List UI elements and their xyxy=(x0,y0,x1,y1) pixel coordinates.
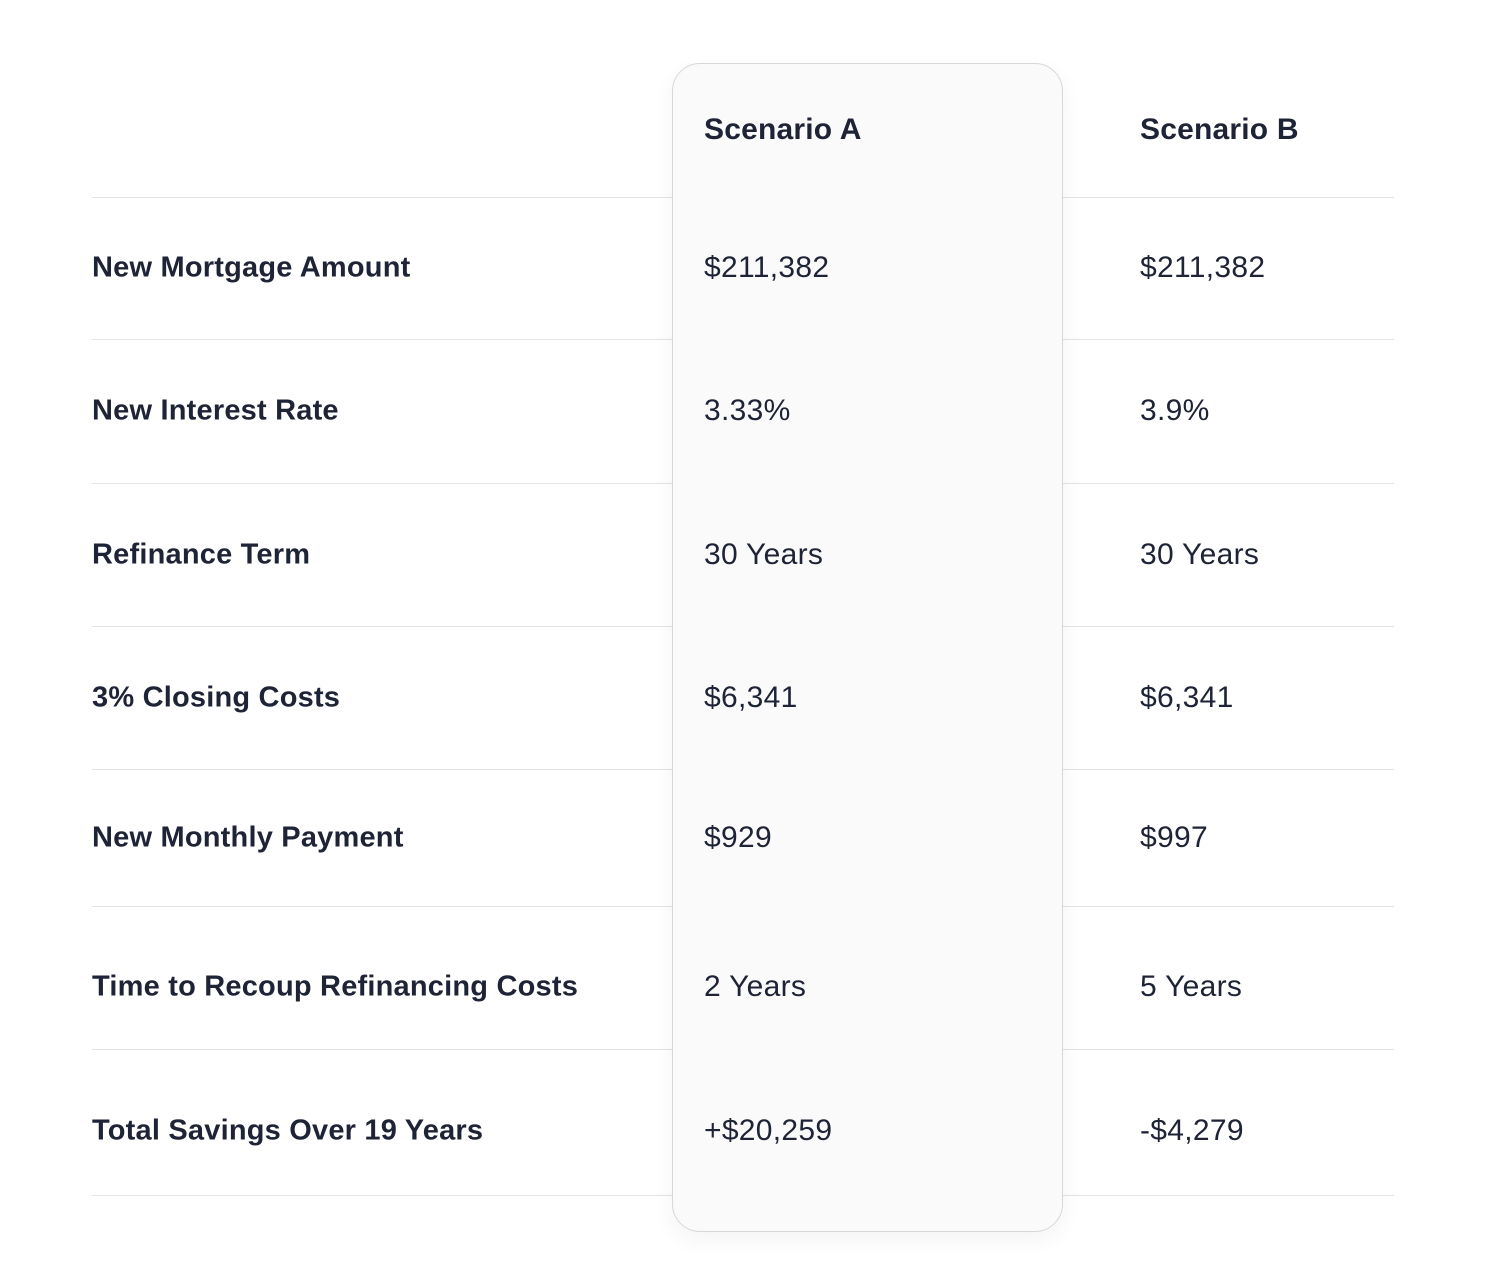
scenario-a-value: 30 Years xyxy=(704,537,824,571)
table-row-new-interest-rate: New Interest Rate 3.33% 3.9% xyxy=(0,339,1506,483)
table-row-refinance-term: Refinance Term 30 Years 30 Years xyxy=(0,483,1506,626)
scenario-a-value: $211,382 xyxy=(704,251,830,284)
table-row-time-to-recoup: Time to Recoup Refinancing Costs 2 Years… xyxy=(0,906,1506,1049)
scenario-a-value: $929 xyxy=(704,820,772,854)
scenario-b-value: $6,341 xyxy=(1140,680,1234,714)
column-header-scenario-b: Scenario B xyxy=(1140,113,1299,146)
scenario-a-value: +$20,259 xyxy=(704,1114,833,1147)
scenario-a-value: 2 Years xyxy=(704,969,807,1003)
row-label: Refinance Term xyxy=(92,538,311,571)
scenario-a-highlight-card[interactable] xyxy=(672,63,1063,1232)
scenario-b-value: 30 Years xyxy=(1140,537,1260,571)
row-label: New Interest Rate xyxy=(92,394,339,427)
scenario-b-value: 3.9% xyxy=(1140,394,1210,427)
table-header-row: Scenario A Scenario B xyxy=(0,63,1506,197)
row-label: New Monthly Payment xyxy=(92,821,404,854)
scenario-b-value: $211,382 xyxy=(1140,251,1266,284)
row-label: Time to Recoup Refinancing Costs xyxy=(92,970,579,1003)
table-row-new-monthly-payment: New Monthly Payment $929 $997 xyxy=(0,769,1506,906)
scenario-b-value: 5 Years xyxy=(1140,969,1243,1003)
scenario-a-value: 3.33% xyxy=(704,394,791,427)
table-row-total-savings: Total Savings Over 19 Years +$20,259 -$4… xyxy=(0,1049,1506,1195)
row-label: New Mortgage Amount xyxy=(92,251,411,284)
row-label: Total Savings Over 19 Years xyxy=(92,1114,484,1147)
scenario-b-value: -$4,279 xyxy=(1140,1114,1244,1147)
scenario-a-value: $6,341 xyxy=(704,680,798,714)
table-row-new-mortgage-amount: New Mortgage Amount $211,382 $211,382 xyxy=(0,197,1506,339)
column-header-scenario-a: Scenario A xyxy=(704,113,862,146)
scenario-b-value: $997 xyxy=(1140,820,1208,854)
row-label: 3% Closing Costs xyxy=(92,681,341,714)
table-row-closing-costs: 3% Closing Costs $6,341 $6,341 xyxy=(0,626,1506,769)
